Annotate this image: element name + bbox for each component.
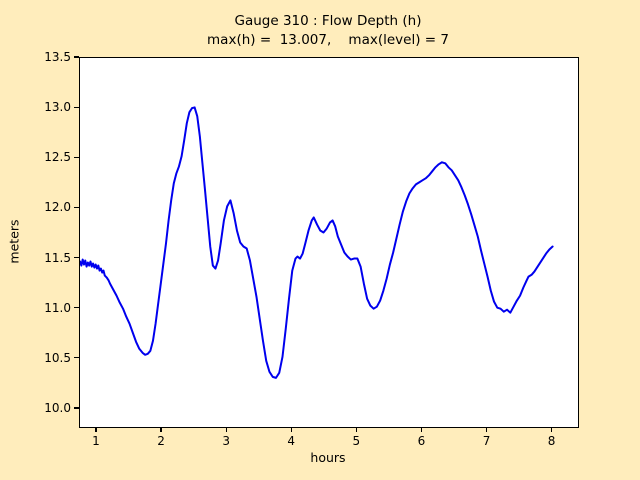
x-tick-mark (95, 427, 97, 432)
y-tick-label: 12.5 (44, 150, 71, 165)
y-tick-label: 13.5 (44, 50, 71, 64)
chart-title-block: Gauge 310 : Flow Depth (h) max(h) = 13.0… (79, 12, 577, 50)
x-tick-mark (290, 427, 292, 432)
chart-title: Gauge 310 : Flow Depth (h) (234, 13, 422, 29)
x-tick-mark (485, 427, 488, 432)
x-tick-label: 1 (92, 434, 100, 448)
y-tick-label: 11.0 (44, 300, 71, 315)
y-tick-mark (74, 357, 79, 359)
y-tick-mark (74, 156, 79, 158)
x-tick-label: 6 (417, 434, 426, 448)
y-tick-label: 12.0 (44, 200, 71, 215)
x-tick-label: 7 (482, 434, 491, 448)
flow-depth-line-chart (80, 106, 554, 379)
x-tick-label: 2 (157, 434, 165, 448)
y-tick-label: 10.0 (44, 400, 71, 415)
flow-depth-series-line (80, 106, 554, 379)
x-tick-label: 3 (222, 434, 230, 448)
x-tick-label: 4 (287, 434, 296, 448)
plot-area (79, 57, 579, 428)
y-tick-mark (74, 56, 79, 58)
chart-subtitle: max(h) = 13.007, max(level) = 7 (207, 32, 449, 48)
y-tick-mark (74, 307, 79, 309)
y-tick-mark (74, 407, 79, 409)
x-tick-mark (355, 427, 357, 432)
x-tick-label: 8 (547, 434, 556, 448)
y-tick-mark (74, 106, 79, 108)
x-tick-mark (160, 427, 162, 432)
x-tick-mark (551, 427, 553, 432)
x-axis-label: hours (310, 450, 346, 465)
x-tick-mark (225, 427, 227, 432)
y-tick-label: 10.5 (44, 350, 71, 365)
y-tick-mark (74, 206, 79, 208)
y-tick-mark (74, 256, 79, 259)
y-tick-label: 13.0 (44, 100, 71, 115)
y-tick-label: 11.5 (44, 250, 71, 265)
x-tick-mark (420, 427, 423, 432)
y-axis-label: meters (6, 219, 22, 264)
x-tick-label: 5 (352, 434, 361, 448)
